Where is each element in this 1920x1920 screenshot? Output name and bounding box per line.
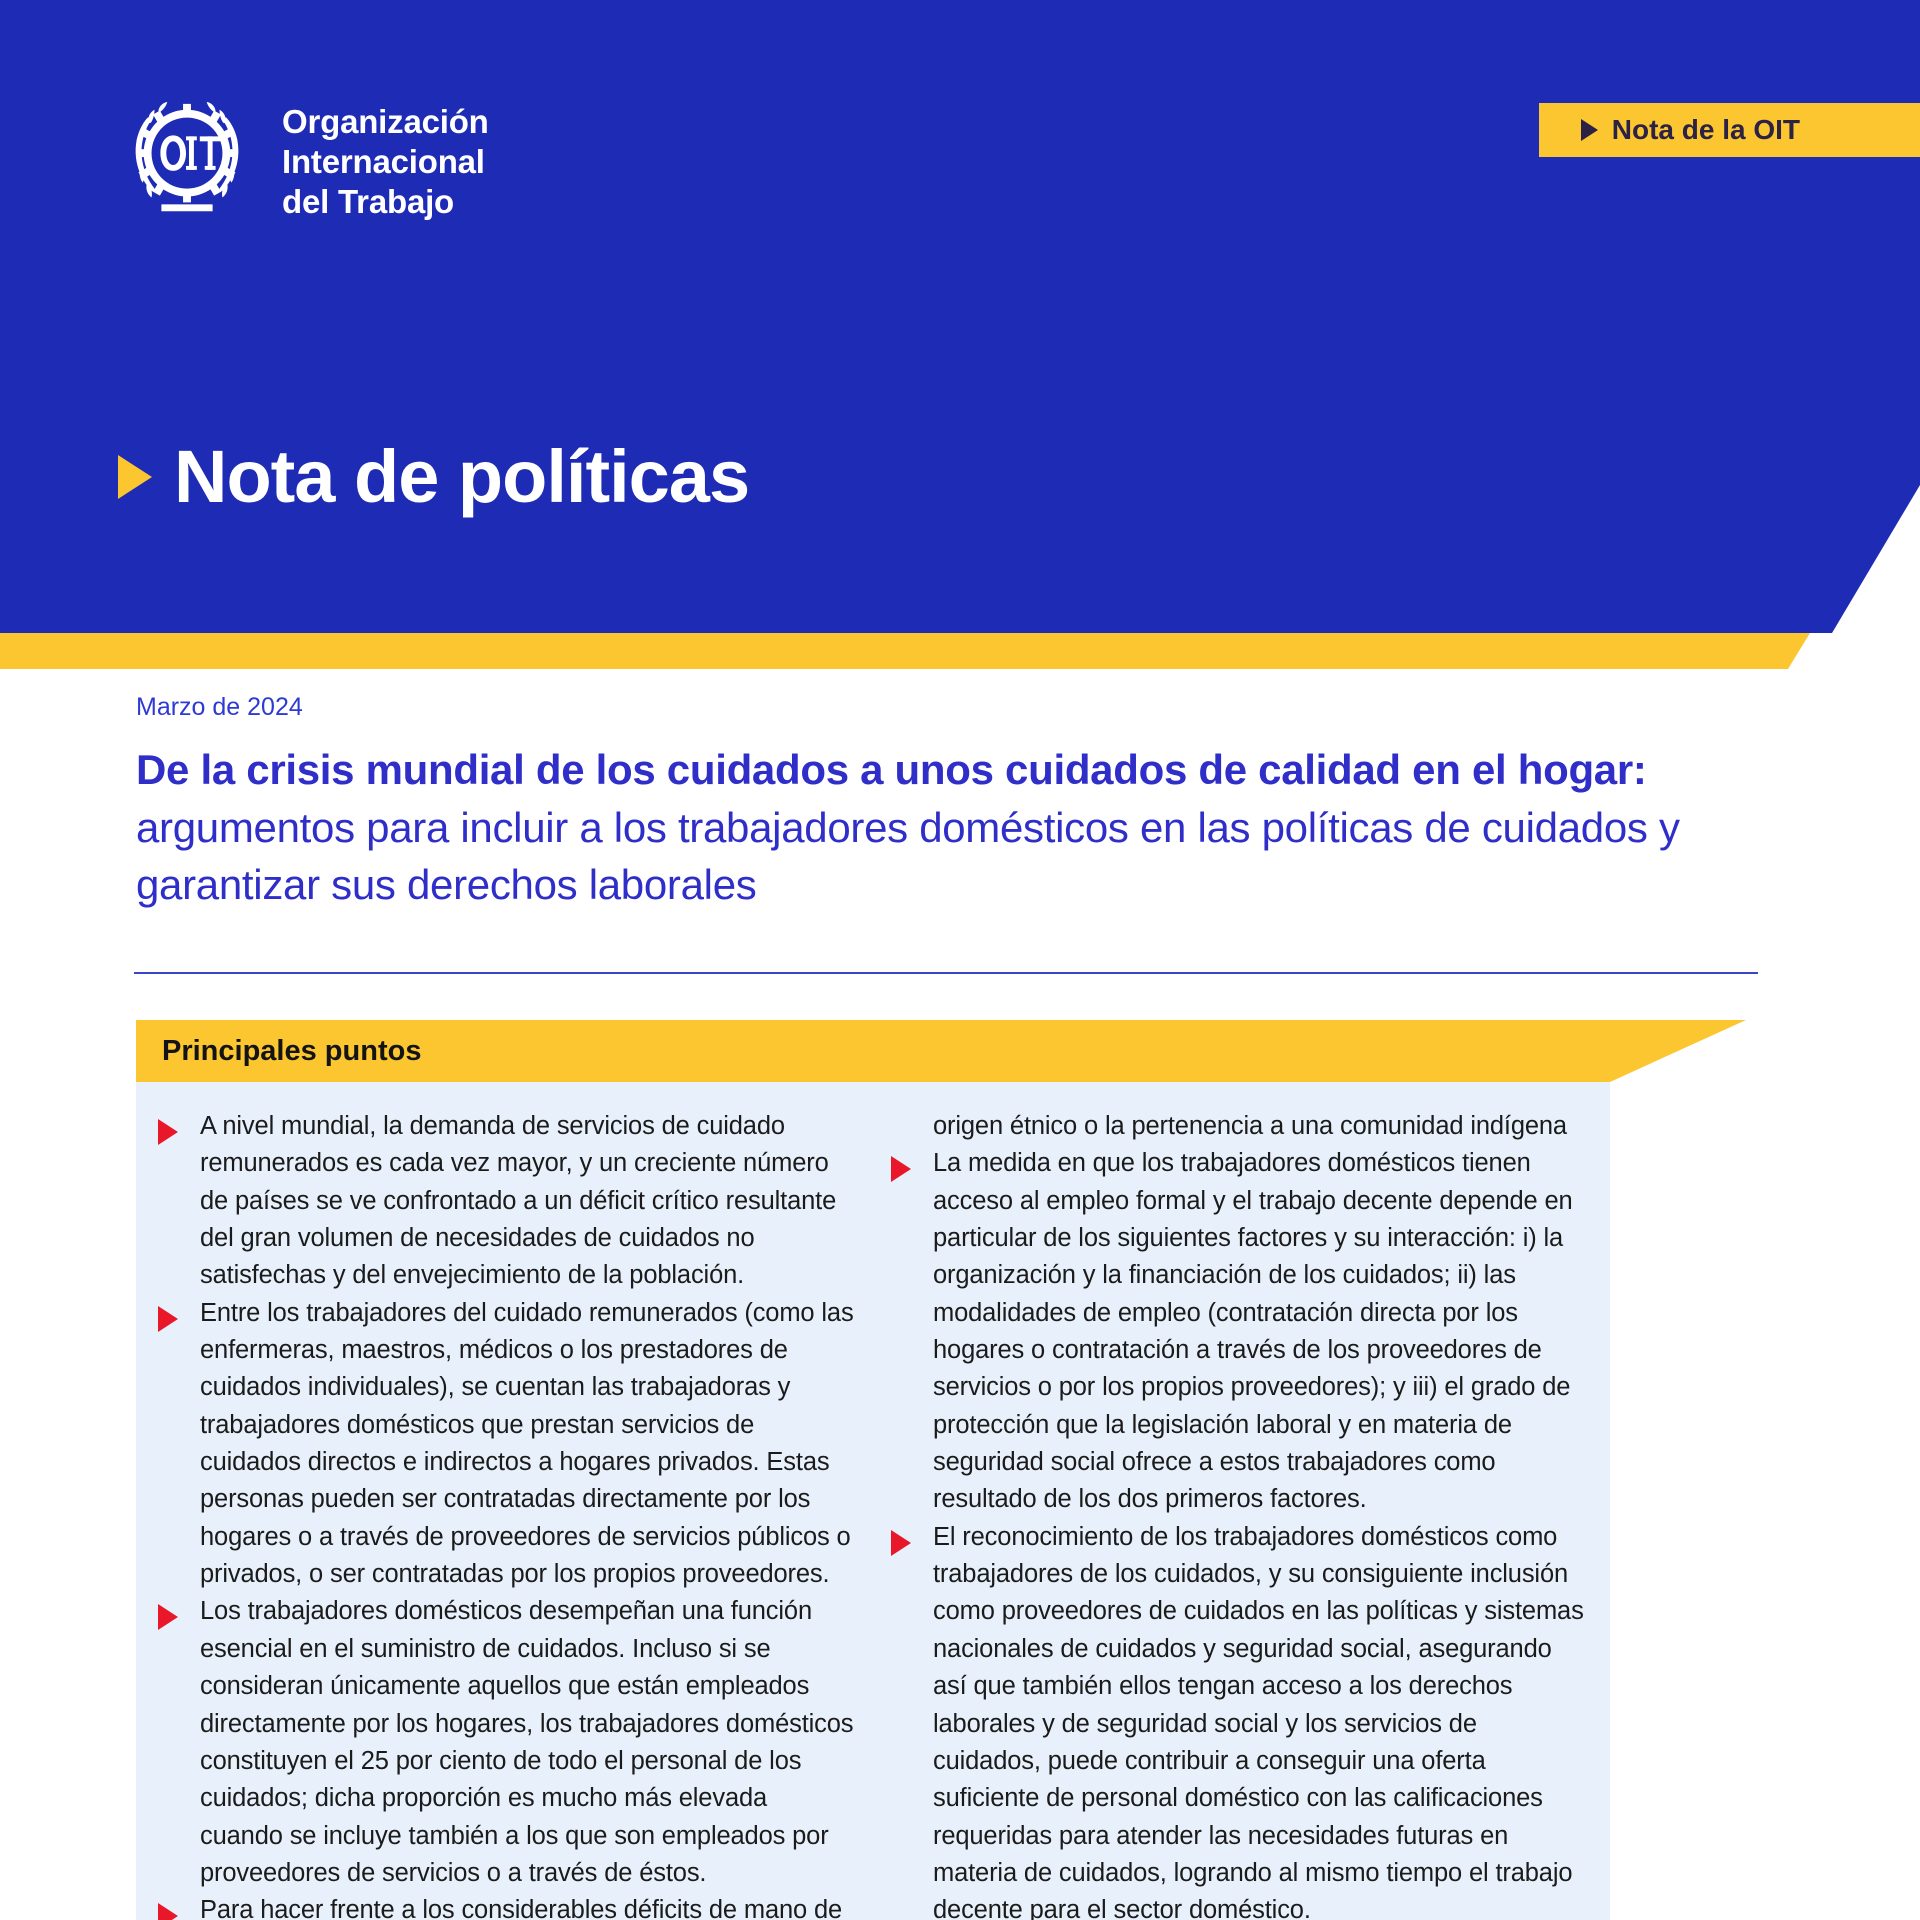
page-title-light: argumentos para incluir a los trabajador… — [136, 803, 1680, 909]
publication-date: Marzo de 2024 — [136, 693, 303, 721]
masthead-title: Nota de políticas — [174, 435, 750, 518]
triangle-right-bullet-icon — [158, 1903, 178, 1920]
key-points-right-column: origen étnico o la pertenencia a una com… — [891, 1108, 1588, 1920]
triangle-right-bullet-icon — [158, 1119, 178, 1145]
triangle-right-icon — [118, 455, 152, 499]
key-point-text: A nivel mundial, la demanda de servicios… — [200, 1112, 837, 1290]
key-point-item: Para hacer frente a los considerables dé… — [158, 1892, 855, 1920]
key-point-item: origen étnico o la pertenencia a una com… — [891, 1108, 1588, 1145]
triangle-right-bullet-icon — [158, 1604, 178, 1631]
title-divider — [134, 972, 1758, 974]
ilo-wordmark: Organización Internacional del Trabajo — [282, 102, 489, 221]
key-point-item: Los trabajadores domésticos desempeñan u… — [158, 1593, 855, 1892]
key-point-item: La medida en que los trabajadores domést… — [891, 1145, 1588, 1518]
nota-oit-badge[interactable]: Nota de la OIT — [1538, 103, 1920, 157]
triangle-right-bullet-icon — [891, 1529, 911, 1556]
page-title-bold: De la crisis mundial de los cuidados a u… — [136, 746, 1647, 793]
triangle-right-bullet-icon — [158, 1305, 178, 1332]
key-points-box: A nivel mundial, la demanda de servicios… — [136, 1082, 1610, 1920]
ilo-emblem-icon — [118, 96, 256, 228]
key-point-text: El reconocimiento de los trabajadores do… — [933, 1522, 1584, 1920]
key-points-heading: Principales puntos — [162, 1034, 422, 1067]
key-point-text: La medida en que los trabajadores domést… — [933, 1149, 1573, 1514]
nota-oit-badge-label: Nota de la OIT — [1611, 114, 1800, 145]
ilo-logo: Organización Internacional del Trabajo — [118, 96, 489, 228]
triangle-right-bullet-icon — [891, 1156, 911, 1183]
key-point-text: origen étnico o la pertenencia a una com… — [933, 1112, 1567, 1140]
key-point-item: El reconocimiento de los trabajadores do… — [891, 1519, 1588, 1920]
key-point-text: Entre los trabajadores del cuidado remun… — [200, 1298, 854, 1589]
key-point-item: A nivel mundial, la demanda de servicios… — [158, 1108, 855, 1295]
key-points-left-column: A nivel mundial, la demanda de servicios… — [158, 1108, 855, 1920]
key-point-item: Entre los trabajadores del cuidado remun… — [158, 1295, 855, 1594]
masthead-accent-rule — [0, 633, 1810, 669]
page-title: De la crisis mundial de los cuidados a u… — [136, 741, 1758, 914]
masthead-banner — [0, 0, 1920, 633]
key-points-banner: Principales puntos — [136, 1020, 1746, 1082]
key-point-text: Para hacer frente a los considerables dé… — [200, 1896, 843, 1920]
key-point-text: Los trabajadores domésticos desempeñan u… — [200, 1597, 854, 1887]
triangle-right-icon — [1580, 119, 1598, 141]
masthead-title-block: Nota de políticas — [118, 435, 750, 518]
